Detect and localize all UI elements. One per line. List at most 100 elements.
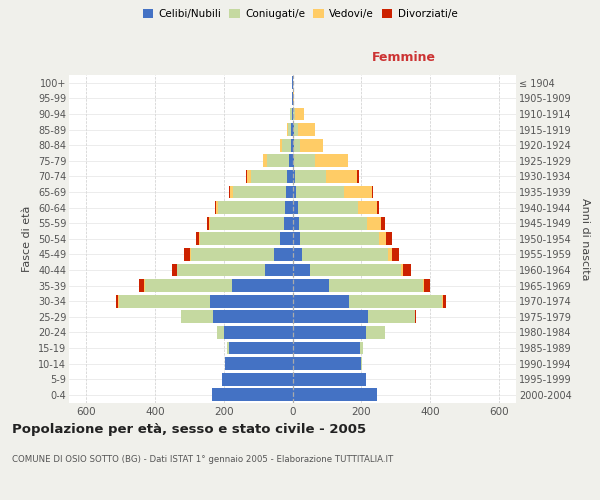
- Bar: [293, 372, 367, 386]
- Bar: [293, 186, 296, 198]
- Bar: [367, 217, 380, 230]
- Bar: [145, 279, 232, 292]
- Bar: [298, 201, 358, 214]
- Bar: [293, 326, 367, 338]
- Bar: [224, 326, 293, 338]
- Legend: Celibi/Nubili, Coniugati/e, Vedovi/e, Divorziati/e: Celibi/Nubili, Coniugati/e, Vedovi/e, Di…: [139, 5, 461, 24]
- Bar: [293, 294, 349, 308]
- Bar: [184, 248, 190, 260]
- Bar: [172, 264, 177, 276]
- Bar: [200, 232, 280, 245]
- Bar: [290, 108, 292, 120]
- Bar: [293, 201, 298, 214]
- Bar: [207, 217, 209, 230]
- Bar: [295, 108, 304, 120]
- Bar: [442, 294, 443, 308]
- Bar: [295, 170, 326, 183]
- Bar: [217, 326, 224, 338]
- Bar: [403, 264, 411, 276]
- Bar: [368, 310, 415, 323]
- Bar: [293, 92, 294, 105]
- Bar: [293, 388, 377, 401]
- Bar: [209, 217, 210, 230]
- Bar: [359, 342, 363, 354]
- Bar: [285, 201, 293, 214]
- Bar: [388, 248, 392, 260]
- Bar: [178, 264, 265, 276]
- Bar: [367, 326, 385, 338]
- Bar: [116, 294, 118, 308]
- Bar: [293, 108, 295, 120]
- Bar: [181, 310, 214, 323]
- Bar: [280, 232, 293, 245]
- Text: Femmine: Femmine: [372, 50, 436, 64]
- Bar: [287, 170, 293, 183]
- Bar: [232, 279, 293, 292]
- Bar: [361, 357, 362, 370]
- Bar: [401, 264, 403, 276]
- Bar: [139, 279, 145, 292]
- Bar: [298, 123, 315, 136]
- Bar: [210, 294, 293, 308]
- Bar: [284, 217, 293, 230]
- Bar: [247, 170, 251, 183]
- Bar: [301, 139, 323, 151]
- Bar: [386, 232, 392, 245]
- Bar: [379, 232, 386, 245]
- Bar: [358, 201, 377, 214]
- Bar: [226, 357, 293, 370]
- Bar: [267, 154, 289, 167]
- Bar: [222, 372, 293, 386]
- Bar: [210, 217, 284, 230]
- Bar: [265, 264, 293, 276]
- Bar: [302, 248, 388, 260]
- Text: Popolazione per età, sesso e stato civile - 2005: Popolazione per età, sesso e stato civil…: [12, 422, 366, 436]
- Bar: [293, 232, 300, 245]
- Bar: [215, 201, 216, 214]
- Bar: [229, 342, 293, 354]
- Bar: [424, 279, 430, 292]
- Bar: [443, 294, 446, 308]
- Bar: [191, 248, 274, 260]
- Bar: [216, 201, 218, 214]
- Bar: [329, 279, 423, 292]
- Bar: [293, 264, 310, 276]
- Bar: [292, 108, 293, 120]
- Bar: [380, 217, 385, 230]
- Bar: [218, 201, 285, 214]
- Bar: [299, 217, 367, 230]
- Bar: [227, 342, 229, 354]
- Bar: [296, 186, 344, 198]
- Bar: [310, 264, 401, 276]
- Bar: [349, 294, 442, 308]
- Bar: [230, 186, 233, 198]
- Bar: [225, 357, 226, 370]
- Bar: [119, 294, 210, 308]
- Bar: [233, 186, 286, 198]
- Bar: [371, 186, 373, 198]
- Bar: [293, 342, 359, 354]
- Bar: [300, 232, 379, 245]
- Bar: [212, 388, 293, 401]
- Bar: [326, 170, 357, 183]
- Bar: [293, 310, 368, 323]
- Bar: [292, 123, 293, 136]
- Y-axis label: Fasce di età: Fasce di età: [22, 206, 32, 272]
- Bar: [357, 170, 359, 183]
- Bar: [392, 248, 399, 260]
- Bar: [293, 217, 299, 230]
- Bar: [291, 139, 293, 151]
- Y-axis label: Anni di nascita: Anni di nascita: [580, 198, 590, 280]
- Bar: [196, 232, 199, 245]
- Bar: [288, 123, 292, 136]
- Bar: [282, 139, 291, 151]
- Bar: [344, 186, 371, 198]
- Bar: [118, 294, 119, 308]
- Bar: [263, 154, 267, 167]
- Bar: [229, 186, 230, 198]
- Bar: [293, 139, 301, 151]
- Bar: [423, 279, 424, 292]
- Bar: [377, 201, 379, 214]
- Bar: [293, 154, 294, 167]
- Bar: [293, 123, 298, 136]
